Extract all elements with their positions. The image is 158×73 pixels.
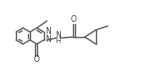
Text: N: N (45, 35, 51, 44)
Text: O: O (71, 15, 77, 25)
Text: N: N (45, 28, 51, 36)
Text: H: H (55, 38, 60, 44)
Text: N: N (55, 31, 61, 40)
Text: O: O (34, 55, 40, 65)
